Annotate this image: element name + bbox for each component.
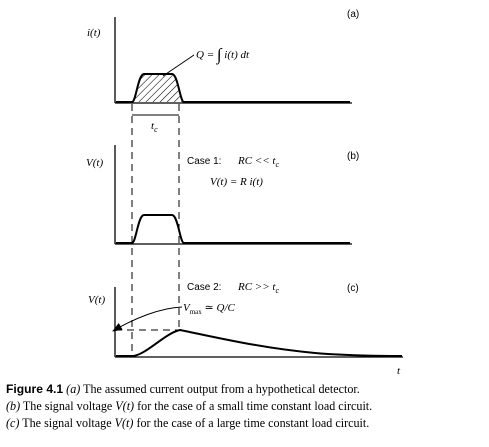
large-rc-voltage-curve — [116, 328, 403, 357]
caption-text-c2: for the case of a large time constant lo… — [133, 416, 370, 430]
caption-line-1: Figure 4.1 (a) The assumed current outpu… — [6, 381, 486, 398]
caption-line-2: (b) The signal voltage V(t) for the case… — [6, 398, 486, 415]
caption-text-b2: for the case of a small time constant lo… — [134, 399, 373, 413]
caption-tag-b: (b) — [6, 399, 21, 413]
case-2-label: Case 2: — [187, 282, 221, 293]
charge-equation: Q = ∫ i(t) dt — [196, 45, 250, 65]
charge-pointer-line — [162, 54, 195, 77]
voltage-pulse-curve — [116, 214, 350, 244]
vmax-label: Vmax ≃ Q/C — [183, 302, 236, 316]
current-pulse-curve — [116, 73, 350, 103]
caption-tag-a: (a) — [66, 382, 81, 396]
case-1-condition: RC << tc — [237, 155, 279, 169]
caption-line-3: (c) The signal voltage V(t) for the case… — [6, 415, 486, 432]
case-1-label: Case 1: — [187, 156, 221, 167]
caption-tag-c: (c) — [6, 416, 20, 430]
case-2-condition: RC >> tc — [237, 281, 279, 295]
panel-c: V(t) (c) Case 2: RC >> tc Vmax ≃ Q/C t — [88, 281, 403, 377]
panel-c-x-label: t — [397, 365, 401, 377]
caption-vt-b: V(t) — [115, 399, 135, 413]
panel-c-tag: (c) — [347, 283, 359, 294]
panel-a-y-label: i(t) — [87, 27, 101, 39]
current-pulse-hatched — [132, 74, 184, 102]
caption-text-c1: The signal voltage — [19, 416, 115, 430]
panel-b-y-label: V(t) — [86, 157, 103, 169]
panel-a-tag: (a) — [347, 9, 359, 20]
figure-caption: Figure 4.1 (a) The assumed current outpu… — [6, 381, 486, 432]
case-1-formula: V(t) = R i(t) — [210, 176, 263, 188]
panel-c-y-label: V(t) — [88, 294, 105, 306]
figure-4-1-diagram: i(t) (a) Q = ∫ i(t) dt tc V(t) (b) Case … — [86, 9, 403, 377]
panel-b-tag: (b) — [347, 151, 359, 162]
tc-label: tc — [151, 120, 158, 134]
caption-vt-c: V(t) — [114, 416, 134, 430]
panel-a: i(t) (a) Q = ∫ i(t) dt tc — [87, 9, 359, 134]
caption-text-b1: The signal voltage — [20, 399, 116, 413]
vmax-arrow — [112, 306, 183, 332]
caption-text-a: The assumed current output from a hypoth… — [80, 382, 360, 396]
caption-figure-label: Figure 4.1 — [6, 382, 64, 396]
panel-b: V(t) (b) Case 1: RC << tc V(t) = R i(t) — [86, 145, 359, 245]
